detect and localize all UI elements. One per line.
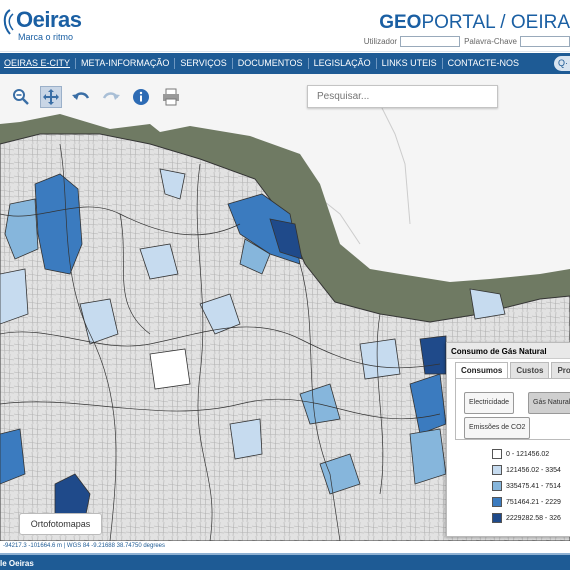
legend-list: 0 - 121456.02 121456.02 - 3354 335475.41… [492, 446, 561, 526]
info-icon [133, 89, 149, 105]
nav-item-meta-informacao[interactable]: META-INFORMAÇÃO [76, 58, 176, 69]
nav-item-contacte-nos[interactable]: CONTACTE-NOS [447, 58, 519, 68]
portal-title: GEOPORTAL / OEIRA [379, 12, 570, 34]
legend-swatch [492, 497, 502, 507]
district-21[interactable] [359, 338, 401, 380]
district-16[interactable] [409, 428, 447, 485]
logo-name: Oeiras [16, 7, 82, 32]
password-input[interactable] [520, 36, 570, 47]
login-form: Utilizador Palavra-Chave [364, 36, 570, 47]
legend-swatch [492, 481, 502, 491]
map-toolbar [10, 86, 182, 108]
legend-row: 2229282.58 - 326 [492, 510, 561, 526]
footer: le Oeiras [0, 553, 570, 570]
legend-row: 335475.41 - 7514 [492, 478, 561, 494]
panel-tabs: Consumos Custos Prod [455, 362, 570, 378]
district-19[interactable] [319, 453, 361, 495]
district-8[interactable] [0, 268, 29, 325]
logo-tagline: Marca o ritmo [18, 32, 74, 42]
district-2[interactable] [4, 198, 39, 260]
tab-prod[interactable]: Prod [551, 362, 570, 378]
district-17[interactable] [419, 335, 447, 375]
legend-label: 0 - 121456.02 [506, 450, 550, 458]
user-input[interactable] [400, 36, 461, 47]
tab-body: Electricidade Gás Natural Emissões de CO… [455, 378, 570, 440]
district-6[interactable] [159, 168, 186, 200]
legend-row: 121456.02 - 3354 [492, 462, 561, 478]
logo-mark-icon [3, 9, 14, 35]
legend-swatch [492, 449, 502, 459]
ortofotomapas-button[interactable]: Ortofotomapas [19, 513, 102, 535]
portal-title-bold: GEO [379, 12, 422, 33]
district-10[interactable] [199, 293, 241, 335]
coordinates-readout: -94217.3 -101664.6 m | WGS 84 -9.21688 3… [0, 541, 570, 553]
district-7[interactable] [139, 243, 179, 280]
nav-item-links-uteis[interactable]: LINKS UTEIS [377, 58, 443, 69]
district-1[interactable] [34, 173, 83, 275]
district-20[interactable] [149, 348, 191, 390]
portal-title-rest: PORTAL / OEIRA [421, 12, 570, 33]
district-5[interactable] [239, 238, 271, 275]
district-18[interactable] [469, 288, 506, 320]
info-tool[interactable] [130, 86, 152, 108]
emissoes-co2-button[interactable]: Emissões de CO2 [464, 417, 531, 439]
footer-text: le Oeiras [0, 559, 34, 568]
zoom-out-icon [13, 89, 29, 105]
legend-label: 751464.21 - 2229 [506, 498, 561, 506]
pan-icon [43, 89, 59, 105]
nav-item-documentos[interactable]: DOCUMENTOS [233, 58, 309, 69]
nav-item-servicos[interactable]: SERVIÇOS [175, 58, 233, 69]
user-label: Utilizador [363, 37, 398, 46]
print-tool[interactable] [160, 86, 182, 108]
legend-label: 121456.02 - 3354 [506, 466, 561, 474]
pan-tool[interactable] [40, 86, 62, 108]
redo-icon [102, 92, 120, 100]
map-search-input[interactable] [307, 85, 498, 108]
tab-custos[interactable]: Custos [510, 362, 550, 378]
legend-row: 0 - 121456.02 [492, 446, 561, 462]
redo-tool[interactable] [100, 86, 122, 108]
electricidade-button[interactable]: Electricidade [464, 392, 515, 414]
legend-swatch [492, 465, 502, 475]
panel-title: Consumo de Gás Natural [447, 343, 570, 359]
oeiras-logo[interactable]: Oeiras Marca o ritmo [0, 8, 82, 42]
nav-item-legislacao[interactable]: LEGISLAÇÃO [309, 58, 377, 69]
password-label: Palavra-Chave [464, 37, 517, 46]
main-nav: OEIRAS E-CITY META-INFORMAÇÃO SERVIÇOS D… [0, 53, 570, 74]
gas-natural-button[interactable]: Gás Natural [528, 392, 570, 414]
zoom-out-tool[interactable] [10, 86, 32, 108]
district-12[interactable] [229, 418, 263, 460]
tab-consumos[interactable]: Consumos [455, 362, 509, 378]
legend-swatch [492, 513, 502, 523]
undo-icon [72, 92, 90, 100]
nav-search-button[interactable]: Q· [554, 56, 570, 71]
district-13[interactable] [0, 428, 26, 485]
district-4[interactable] [269, 218, 303, 260]
undo-tool[interactable] [70, 86, 92, 108]
header: Oeiras Marca o ritmo GEOPORTAL / OEIRA U… [0, 0, 570, 52]
map-canvas[interactable]: Ortofotomapas Consumo de Gás Natural Con… [0, 74, 570, 541]
legend-label: 335475.41 - 7514 [506, 482, 561, 490]
gas-consumption-panel: Consumo de Gás Natural Consumos Custos P… [446, 342, 570, 537]
nav-item-oeiras-e-city[interactable]: OEIRAS E-CITY [0, 58, 77, 69]
print-icon [163, 88, 179, 106]
legend-row: 751464.21 - 2229 [492, 494, 561, 510]
legend-label: 2229282.58 - 326 [506, 514, 561, 522]
choropleth-map [0, 74, 570, 541]
